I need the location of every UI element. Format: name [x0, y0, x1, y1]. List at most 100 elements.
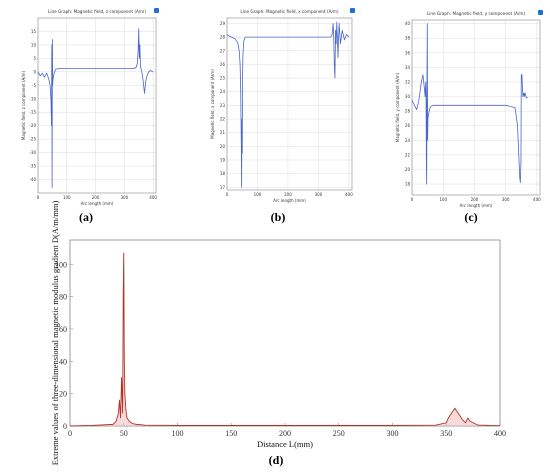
chart-a-xlabel: Arc length (mm): [81, 201, 114, 206]
chart-d-ytick-label: 20: [59, 390, 67, 399]
chart-b-ytick-label: 22: [220, 117, 226, 122]
chart-d-ytick-label: 80: [59, 293, 67, 302]
chart-d-xtick-label: 100: [172, 429, 184, 438]
chart-a-xtick-label: 100: [63, 195, 71, 200]
info-square-icon: [154, 8, 159, 13]
chart-a-ytick-label: -5: [32, 83, 36, 88]
chart-b-series-line: [226, 21, 350, 188]
chart-d-xtick-label: 0: [68, 429, 72, 438]
chart-d-xtick-label: 200: [279, 429, 291, 438]
chart-a-ytick-label: -15: [29, 110, 36, 115]
chart-panel-b: Line Graph: Magnetic field, x component …: [196, 3, 358, 208]
chart-a-ytick-label: 5: [33, 56, 36, 61]
chart-a-xtick-label: 200: [92, 195, 100, 200]
chart-c-ylabel: Magnetic field, y component (A/m): [395, 72, 400, 142]
chart-c-ytick-label: 36: [405, 50, 411, 55]
chart-a-ytick-label: -10: [29, 96, 36, 101]
chart-c-xtick-label: 400: [533, 197, 541, 202]
chart-a-ytick-label: -30: [29, 150, 36, 155]
chart-d-ytick-label: 0: [63, 422, 67, 431]
info-square-icon: [350, 8, 355, 13]
caption-c: (c): [464, 210, 478, 224]
info-square-icon: [538, 10, 543, 15]
chart-c-ytick-label: 38: [405, 36, 411, 41]
chart-b-xlabel: Arc length (mm): [273, 198, 306, 203]
chart-a-series-line: [37, 28, 154, 189]
chart-a-ytick-label: 10: [31, 42, 37, 47]
chart-a-ytick-label: 15: [31, 29, 37, 34]
chart-c-series-line: [411, 23, 528, 185]
chart-c-ytick-label: 26: [405, 123, 411, 128]
chart-c-ytick-label: 20: [405, 167, 411, 172]
chart-b-svg: Line Graph: Magnetic field, x component …: [210, 8, 355, 203]
chart-panel-a: Line Graph: Magnetic field, z component …: [8, 3, 163, 208]
chart-a-xtick-label: 400: [149, 195, 157, 200]
chart-a-xtick-label: 0: [37, 195, 40, 200]
chart-b-xtick-label: 100: [254, 192, 262, 197]
chart-b-ytick-label: 26: [220, 62, 226, 67]
chart-c-svg: Line Graph: Magnetic field, y component …: [395, 10, 543, 208]
chart-a-ytick-label: 0: [33, 69, 36, 74]
chart-d-xtick-label: 400: [494, 429, 506, 438]
chart-c-ytick-label: 28: [405, 109, 411, 114]
chart-d-xtick-label: 350: [440, 429, 452, 438]
chart-b-ytick-label: 20: [220, 144, 226, 149]
chart-a-ytick-label: -40: [29, 177, 36, 182]
chart-b-title: Line Graph: Magnetic field, x component …: [240, 9, 339, 14]
chart-c-ytick-label: 34: [405, 65, 411, 70]
chart-a-ytick-label: -20: [29, 123, 36, 128]
chart-b-ytick-label: 17: [220, 185, 226, 190]
chart-d-xtick-label: 250: [333, 429, 345, 438]
chart-b-xtick-label: 300: [315, 192, 323, 197]
chart-a-plot-frame: [37, 17, 157, 194]
chart-c-ytick-label: 24: [405, 138, 411, 143]
caption-d: (d): [268, 453, 284, 467]
chart-a-title: Line Graph: Magnetic field, z component …: [48, 9, 146, 14]
chart-c-xtick-label: 100: [439, 197, 447, 202]
chart-c-xlabel: Arc length (mm): [460, 203, 493, 208]
chart-d-plot-frame: [69, 239, 501, 427]
chart-b-ytick-label: 24: [220, 89, 226, 94]
chart-c-title: Line Graph: Magnetic field, y component …: [427, 11, 526, 16]
chart-c-xtick-label: 300: [502, 197, 510, 202]
chart-c-ytick-label: 22: [405, 152, 411, 157]
chart-b-xtick-label: 200: [284, 192, 292, 197]
chart-d-ytick-label: 100: [55, 260, 67, 269]
chart-c-xtick-label: 0: [411, 197, 414, 202]
chart-b-ylabel: Magnetic field, x component (A/m): [210, 69, 215, 139]
chart-panel-d: 0 50 100 150 200 250 300 350 400 0 20 40 60 80 100 Dist…: [0, 201, 550, 466]
chart-a-svg: Line Graph: Magnetic field, z component …: [21, 8, 159, 206]
chart-c-plot-frame: [411, 19, 541, 196]
chart-d-xtick-label: 50: [120, 429, 128, 438]
chart-a-ytick-label: -25: [29, 137, 36, 142]
caption-b: (b): [270, 210, 286, 224]
chart-d-xtick-label: 150: [225, 429, 237, 438]
chart-c-xtick-label: 200: [471, 197, 479, 202]
chart-c-ytick-label: 40: [405, 21, 411, 26]
chart-a-ylabel: Magnetic field, z component (A/m): [21, 70, 26, 140]
chart-b-ytick-label: 25: [220, 76, 226, 81]
chart-panel-c: Line Graph: Magnetic field, y component …: [387, 3, 545, 208]
chart-d-series-area: [70, 252, 500, 426]
chart-d-ytick-label: 40: [59, 357, 67, 366]
chart-b-ytick-label: 27: [220, 48, 226, 53]
chart-b-ytick-label: 18: [220, 171, 226, 176]
chart-b-xtick-label: 400: [345, 192, 353, 197]
chart-b-plot-frame: [226, 17, 353, 191]
chart-a-ytick-label: -35: [29, 164, 36, 169]
chart-a-xtick-label: 300: [121, 195, 129, 200]
chart-d-xtick-label: 300: [387, 429, 399, 438]
chart-c-ytick-label: 30: [405, 94, 411, 99]
chart-d-series-line: [69, 252, 501, 427]
caption-a: (a): [79, 210, 93, 224]
chart-b-ytick-label: 23: [220, 103, 226, 108]
chart-d-ylabel: Extreme values of three-dimensional magn…: [50, 201, 60, 466]
chart-d-ytick-label: 60: [59, 325, 67, 334]
chart-b-xtick-label: 0: [226, 192, 229, 197]
chart-c-ytick-label: 18: [405, 182, 411, 187]
chart-d-svg: 0 50 100 150 200 250 300 350 400 0 20 40 60 80 100 Dist…: [50, 201, 506, 466]
chart-b-ytick-label: 19: [220, 157, 226, 162]
chart-b-ytick-label: 21: [220, 130, 226, 135]
chart-b-ytick-label: 29: [220, 21, 226, 26]
chart-c-ytick-label: 32: [405, 79, 411, 84]
